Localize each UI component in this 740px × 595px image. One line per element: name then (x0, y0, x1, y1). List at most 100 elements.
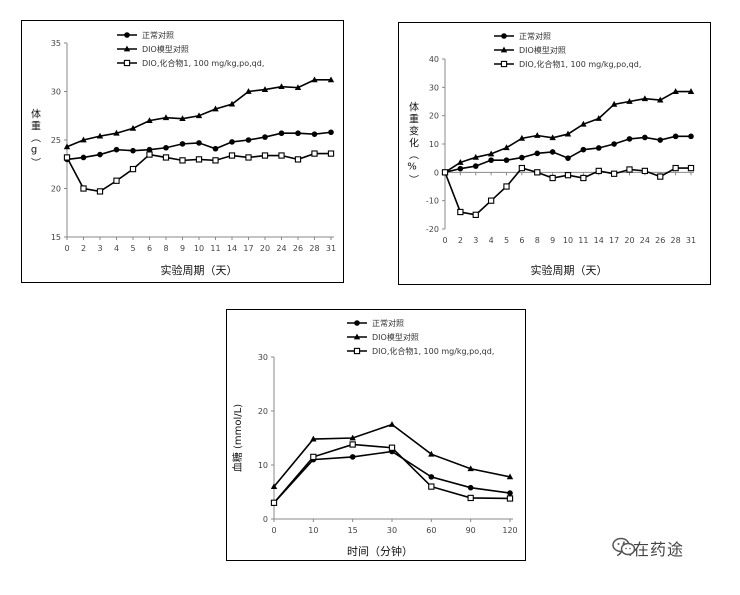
data-point (388, 421, 396, 427)
legend-label: 正常对照 (142, 30, 174, 40)
x-tick-label: 15 (348, 526, 358, 535)
data-point (672, 164, 679, 172)
y-tick-label: 30 (429, 83, 439, 92)
x-tick-label: 17 (609, 236, 619, 245)
legend-entry: DIO模型对照 (117, 44, 189, 54)
data-point (129, 124, 137, 131)
legend-entry: DIO,化合物1, 100 mg/kg,po,qd, (117, 58, 264, 68)
x-tick-label: 5 (130, 244, 135, 253)
data-point (63, 154, 71, 161)
data-point (278, 83, 285, 90)
data-point (229, 139, 235, 145)
data-point (503, 183, 510, 190)
data-point (549, 134, 556, 141)
y-tick-label: 10 (429, 140, 439, 149)
data-point (503, 144, 510, 151)
legend-label: 正常对照 (372, 318, 404, 328)
series-1 (64, 129, 334, 163)
x-tick-label: 14 (227, 244, 237, 253)
data-point (626, 136, 633, 142)
y-tick-label: 20 (258, 407, 268, 416)
data-point (641, 167, 649, 175)
data-point (262, 134, 268, 140)
data-point (162, 154, 170, 161)
y-tick-label: -10 (426, 197, 439, 206)
y-tick-label: 0 (434, 168, 439, 177)
data-point (657, 96, 664, 103)
legend-marker (353, 333, 361, 340)
data-point (518, 134, 526, 141)
x-tick-label: 17 (243, 244, 253, 253)
x-tick-label: 3 (97, 244, 102, 253)
data-point (195, 112, 203, 119)
data-point (428, 450, 435, 457)
x-tick-label: 6 (519, 236, 524, 245)
data-point (626, 98, 633, 104)
data-point (327, 150, 335, 157)
data-point (610, 170, 618, 177)
x-tick-label: 0 (442, 236, 447, 245)
y-tick-label: 30 (258, 353, 268, 362)
data-point (580, 146, 587, 153)
x-tick-label: 10 (308, 526, 318, 535)
x-tick-label: 120 (502, 526, 517, 535)
x-tick-label: 11 (578, 236, 588, 245)
data-point (179, 141, 186, 147)
y-tick-label: 25 (51, 136, 61, 145)
x-tick-label: 10 (194, 244, 204, 253)
data-point (294, 156, 302, 163)
data-point (672, 133, 679, 140)
legend-entry: DIO,化合物1, 100 mg/kg,po,qd, (494, 59, 641, 69)
legend-entry: DIO,化合物1, 100 mg/kg,po,qd, (347, 346, 494, 356)
x-tick-label: 9 (550, 236, 555, 245)
y-axis-label: 体重变化（%） (407, 101, 419, 186)
data-point (310, 453, 317, 461)
data-point (488, 157, 494, 163)
legend-entry: 正常对照 (347, 318, 404, 328)
series-1 (442, 133, 694, 176)
data-point (503, 157, 510, 163)
x-tick-label: 8 (535, 236, 540, 245)
x-tick-label: 28 (671, 236, 681, 245)
x-tick-label: 90 (466, 526, 476, 535)
data-point (212, 145, 219, 152)
data-point (487, 150, 495, 157)
data-point (130, 147, 136, 154)
legend-label: DIO模型对照 (142, 44, 189, 54)
body-weight-chart: 15 20 25 30 35 0 2 3 4 5 6 8 9 10 11 14 17 20 24 26 28 31 实验周期… (21, 20, 344, 283)
data-point (688, 133, 694, 140)
weight-change-chart-svg: -20 -10 0 10 20 30 40 0 2 3 4 5 6 8 9 10 11 14 17 20 24 26 28 3… (407, 31, 697, 277)
data-point (146, 151, 153, 158)
data-point (467, 484, 474, 491)
legend-label: DIO,化合物1, 100 mg/kg,po,qd, (372, 346, 494, 356)
data-point (80, 136, 87, 143)
data-point (507, 490, 513, 496)
data-point (310, 435, 317, 442)
data-point (457, 208, 464, 216)
data-point (162, 114, 170, 121)
data-point (179, 157, 186, 164)
x-tick-label: 5 (504, 236, 509, 245)
weight-change-chart: -20 -10 0 10 20 30 40 0 2 3 4 5 6 8 9 10 11 14 17 20 24 26 28 3… (398, 22, 711, 285)
data-point (580, 174, 587, 182)
watermark: 人在药途 (612, 536, 684, 560)
data-point (129, 165, 137, 173)
data-point (179, 115, 186, 122)
x-tick-label: 6 (147, 244, 152, 253)
legend-marker (501, 33, 507, 39)
data-point (472, 211, 479, 218)
data-point (228, 100, 236, 107)
data-point (349, 441, 356, 448)
data-point (672, 88, 679, 94)
data-point (113, 129, 120, 136)
data-point (549, 174, 556, 182)
data-point (228, 152, 236, 159)
x-tick-label: 4 (489, 236, 494, 245)
series-line (273, 450, 511, 504)
data-point (328, 129, 334, 136)
x-tick-label: 3 (473, 236, 478, 245)
data-point (457, 159, 464, 165)
data-point (270, 483, 278, 489)
series-line (273, 423, 511, 488)
data-point (534, 132, 541, 138)
